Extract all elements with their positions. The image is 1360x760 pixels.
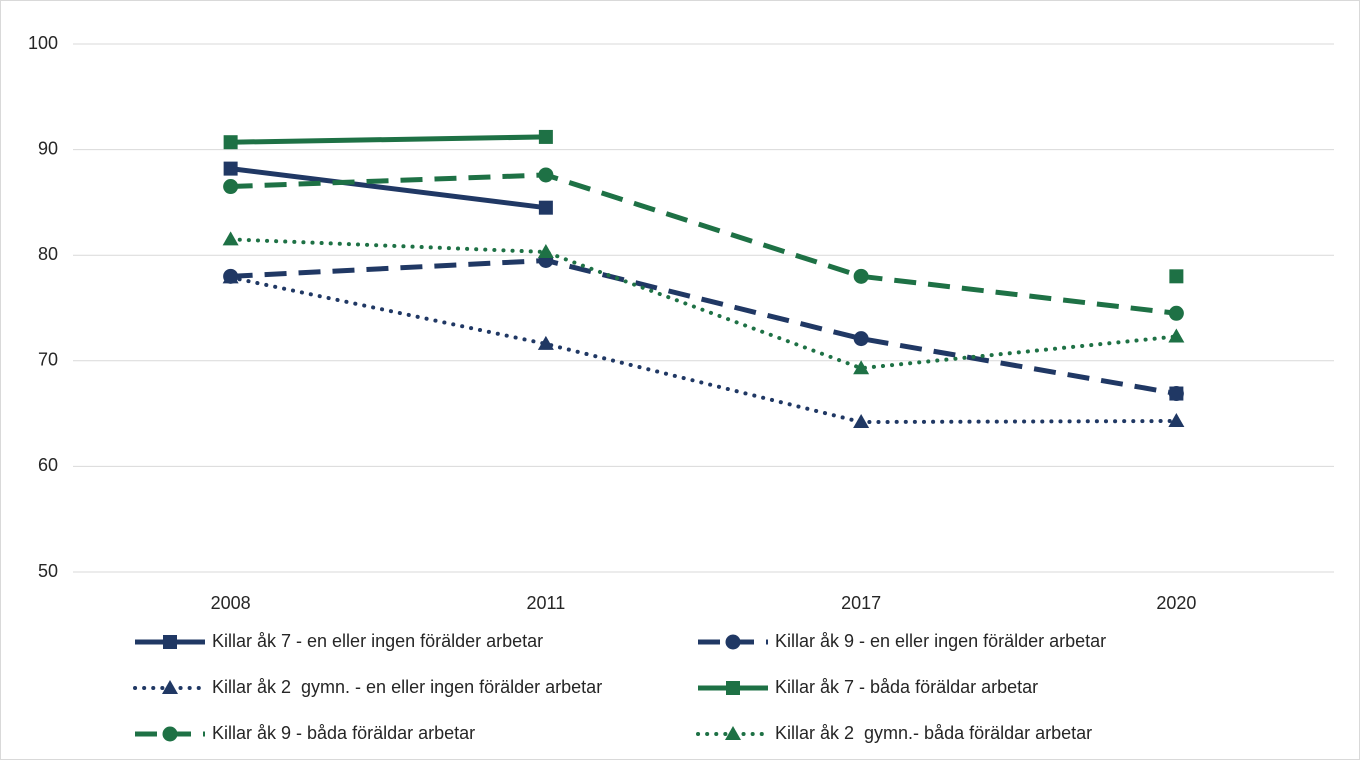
x-tick-label: 2008 (211, 593, 251, 613)
marker (223, 179, 239, 195)
marker (537, 335, 554, 350)
marker (853, 268, 869, 284)
series-line (230, 172, 1177, 316)
marker (538, 200, 553, 215)
marker (1168, 386, 1184, 402)
marker (1168, 328, 1185, 343)
x-tick-label: 2017 (841, 593, 881, 613)
legend-marker (163, 635, 177, 649)
series-line (230, 134, 546, 145)
marker (538, 167, 554, 183)
marker (222, 269, 239, 284)
y-tick-label: 100 (28, 33, 58, 53)
legend-label: Killar åk 9 - båda föräldar arbetar (212, 723, 475, 743)
marker (1168, 412, 1185, 427)
series-line (230, 257, 1177, 396)
marker (222, 231, 239, 246)
legend-marker (726, 681, 740, 695)
x-tick-label: 2011 (527, 593, 566, 613)
legend-marker (162, 680, 178, 694)
legend-marker (725, 634, 741, 650)
marker (853, 360, 870, 375)
legend-label: Killar åk 9 - en eller ingen förälder ar… (775, 631, 1106, 651)
marker (537, 244, 554, 259)
marker (538, 129, 553, 144)
legend-label: Killar åk 7 - båda föräldar arbetar (775, 677, 1038, 697)
marker (1169, 269, 1184, 284)
series-line (228, 237, 1179, 371)
series-line (230, 166, 547, 211)
y-tick-label: 60 (38, 455, 58, 475)
legend-marker (162, 726, 178, 742)
marker (223, 135, 238, 150)
y-tick-label: 70 (38, 350, 58, 370)
y-tick-label: 50 (38, 561, 58, 581)
y-tick-label: 90 (38, 138, 58, 158)
legend-label: Killar åk 2 gymn. - en eller ingen föräl… (212, 677, 602, 697)
legend-marker (725, 726, 741, 740)
x-tick-label: 2020 (1156, 593, 1196, 613)
marker (1168, 305, 1184, 321)
marker (853, 331, 869, 347)
y-tick-label: 80 (38, 244, 58, 264)
legend-label: Killar åk 2 gymn.- båda föräldar arbetar (775, 723, 1092, 743)
marker (223, 161, 238, 176)
marker (853, 414, 870, 429)
legend-label: Killar åk 7 - en eller ingen förälder ar… (212, 631, 543, 651)
